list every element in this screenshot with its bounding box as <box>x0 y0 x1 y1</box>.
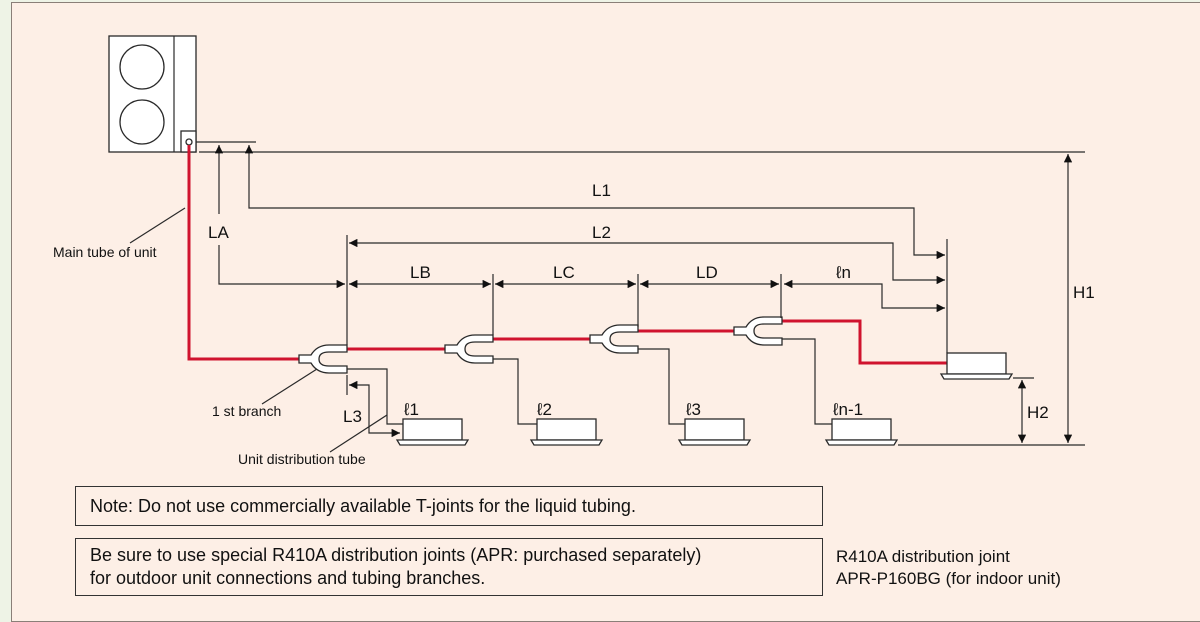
label-first-branch: 1 st branch <box>212 403 281 419</box>
label-l3: ℓ3 <box>685 400 701 419</box>
label-L2: L2 <box>592 223 611 242</box>
piping-diagram: LA L1 L2 LB LC LD ℓn L3 H1 H2 ℓ1 ℓ2 ℓ3 ℓ… <box>53 35 1095 467</box>
label-LB: LB <box>410 263 431 282</box>
note-t-joints-text: Note: Do not use commercially available … <box>90 496 636 516</box>
label-H2: H2 <box>1027 403 1049 422</box>
label-ln: ℓn <box>835 263 851 282</box>
side-caption-line-2: APR-P160BG (for indoor unit) <box>836 569 1061 588</box>
label-unit-distribution-tube: Unit distribution tube <box>238 451 366 467</box>
label-H1: H1 <box>1073 283 1095 302</box>
note-distribution-joints: Be sure to use special R410A distributio… <box>75 538 823 596</box>
label-ln-1: ℓn-1 <box>832 400 863 419</box>
branch-joints <box>298 316 783 374</box>
label-l1: ℓ1 <box>403 400 419 419</box>
note-t-joints: Note: Do not use commercially available … <box>75 486 823 526</box>
label-LA: LA <box>208 223 229 242</box>
label-L3: L3 <box>343 407 362 426</box>
label-LD: LD <box>696 263 718 282</box>
indoor-unit <box>824 418 899 446</box>
branch-joint <box>298 344 348 374</box>
branch-joint <box>444 334 494 364</box>
branch-joint <box>733 316 783 346</box>
note-line-1: Be sure to use special R410A distributio… <box>90 545 702 565</box>
side-caption-line-1: R410A distribution joint <box>836 547 1010 566</box>
outdoor-unit <box>108 35 197 153</box>
label-L1: L1 <box>592 181 611 200</box>
label-l2: ℓ2 <box>536 400 552 419</box>
branch-joint <box>589 324 639 354</box>
indoor-unit <box>677 418 752 446</box>
label-main-tube: Main tube of unit <box>53 244 157 260</box>
refrigerant-tube <box>187 145 947 365</box>
distribution-tubes <box>347 338 832 425</box>
dimensions <box>129 145 1073 453</box>
side-caption: R410A distribution joint APR-P160BG (for… <box>836 546 1061 590</box>
indoor-unit <box>939 352 1014 380</box>
indoor-units <box>395 352 1014 446</box>
indoor-unit <box>529 418 604 446</box>
note-line-2: for outdoor unit connections and tubing … <box>90 568 486 588</box>
indoor-unit <box>395 418 470 446</box>
label-LC: LC <box>553 263 575 282</box>
